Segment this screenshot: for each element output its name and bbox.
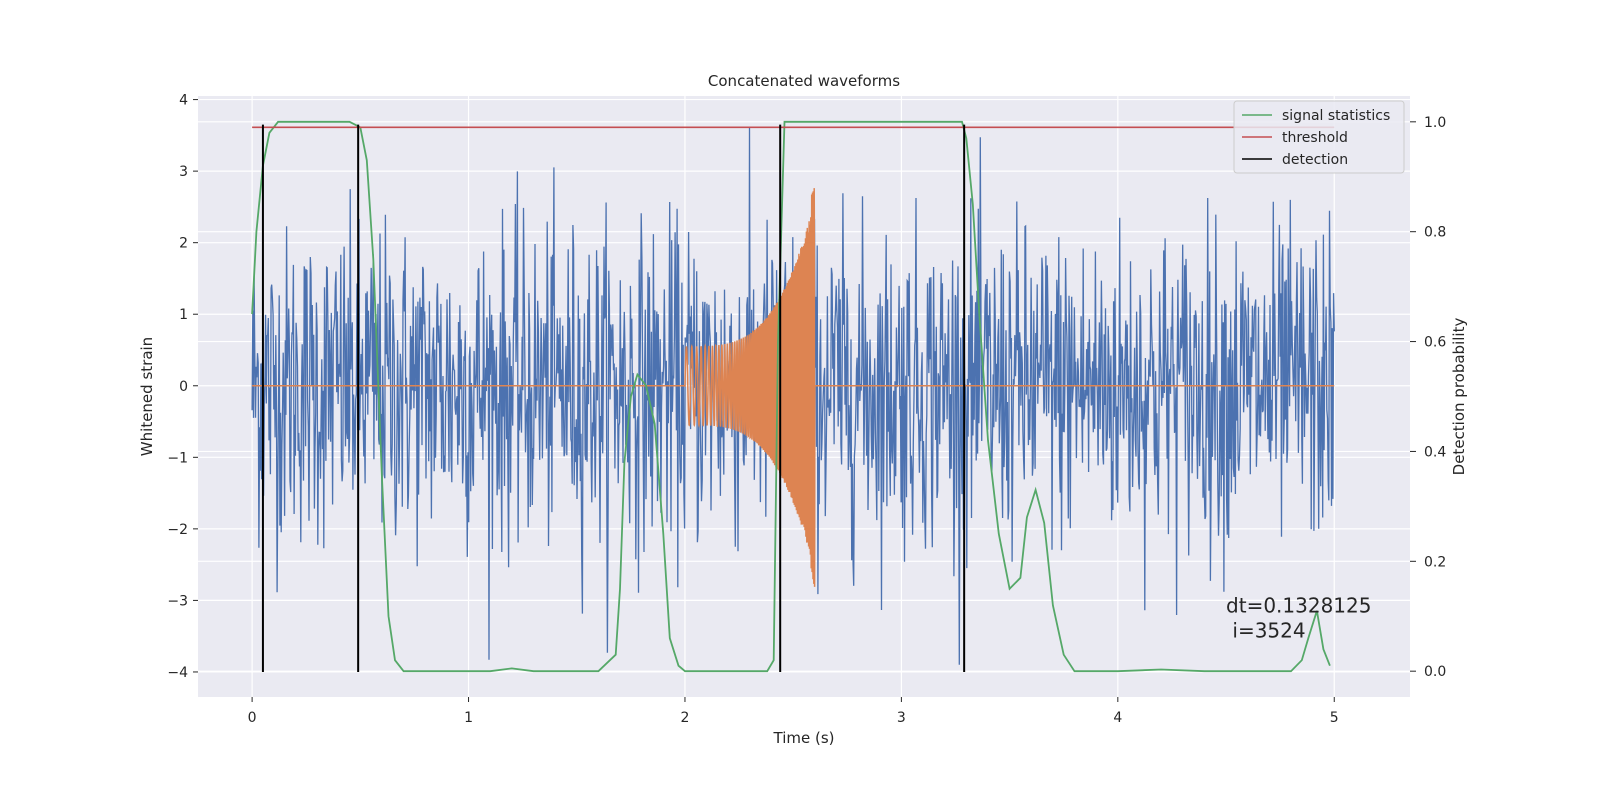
y-tick-label: −4 bbox=[167, 665, 188, 681]
y-tick-label: 3 bbox=[179, 164, 188, 180]
x-tick-label: 2 bbox=[681, 710, 690, 726]
series-signal-statistics-line bbox=[251, 120, 1331, 673]
annotation-index: i=3524 bbox=[1226, 619, 1306, 643]
y-tick-label: 4 bbox=[179, 93, 188, 109]
x-tick-label: 0 bbox=[248, 710, 257, 726]
y-axis-label: Whitened strain bbox=[138, 337, 156, 456]
x-axis-label: Time (s) bbox=[773, 729, 835, 747]
y2-tick-label: 0.0 bbox=[1424, 664, 1446, 680]
ticks: 0 1 2 3 4 5 −4 −3 −2 −1 0 1 2 3 4 0.0 0.2 0.4 0.6 0.8 1.0 bbox=[167, 93, 1446, 726]
legend-box bbox=[1233, 100, 1405, 174]
y-tick-label: 1 bbox=[179, 307, 188, 323]
legend-label-threshold: threshold bbox=[1282, 130, 1348, 146]
y2-tick-label: 0.8 bbox=[1424, 225, 1446, 241]
x-tick-label: 3 bbox=[897, 710, 906, 726]
y2-tick-label: 0.6 bbox=[1424, 335, 1446, 351]
y-tick-label: −1 bbox=[167, 450, 188, 466]
x-tick-label: 1 bbox=[464, 710, 473, 726]
legend-label-signal-statistics: signal statistics bbox=[1282, 108, 1390, 124]
y2-axis-label: Detection probability bbox=[1450, 318, 1468, 476]
x-tick-label: 4 bbox=[1113, 710, 1122, 726]
y2-tick-label: 0.4 bbox=[1424, 444, 1446, 460]
annotation-dt: dt=0.1328125 bbox=[1226, 594, 1371, 618]
x-tick-label: 5 bbox=[1330, 710, 1339, 726]
series-injection-line bbox=[252, 188, 1335, 587]
legend-label-detection: detection bbox=[1282, 152, 1348, 168]
legend: signal statistics threshold detection bbox=[1233, 100, 1405, 174]
series-layer bbox=[251, 120, 1335, 673]
y-tick-label: 2 bbox=[179, 236, 188, 252]
y2-tick-label: 1.0 bbox=[1424, 115, 1446, 131]
chart-title: Concatenated waveforms bbox=[708, 72, 900, 90]
y2-tick-label: 0.2 bbox=[1424, 554, 1446, 570]
y-tick-label: −2 bbox=[167, 522, 188, 538]
y-tick-label: −3 bbox=[167, 593, 188, 609]
y-tick-label: 0 bbox=[179, 379, 188, 395]
